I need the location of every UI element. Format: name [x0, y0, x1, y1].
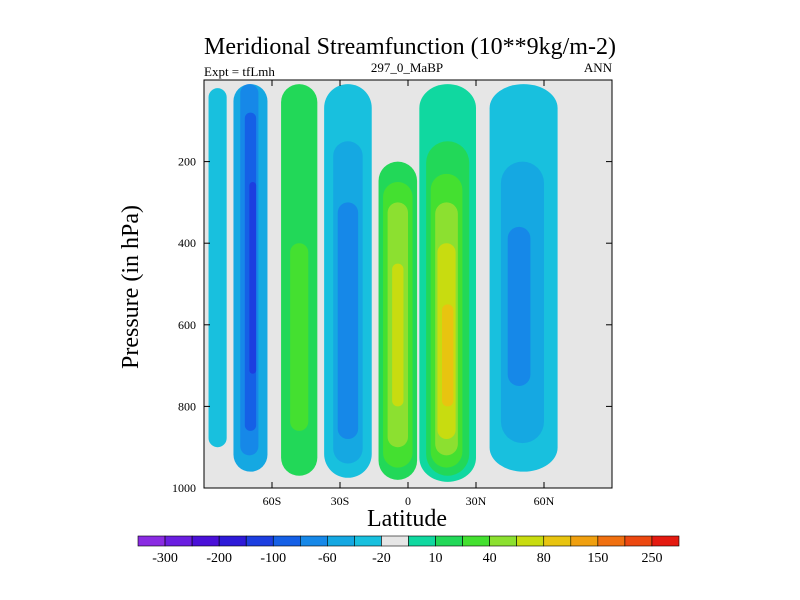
colorbar-swatch [272, 535, 301, 547]
colorbar-swatch [489, 535, 517, 547]
experiment-label: Expt = tfLmh [204, 64, 275, 79]
season-label: ANN [584, 60, 613, 75]
colorbar-swatch [543, 535, 572, 547]
colorbar-label: -300 [152, 551, 178, 566]
contour-band [442, 304, 454, 407]
colorbar-label: -20 [372, 551, 391, 566]
colorbar-label: -100 [260, 551, 286, 566]
colorbar-swatch [570, 535, 599, 547]
x-tick-label: 60S [263, 494, 282, 508]
colorbar-swatch [191, 535, 220, 547]
x-tick-label: 30S [331, 494, 350, 508]
y-tick-label: 400 [178, 236, 196, 250]
y-tick-label: 1000 [172, 481, 196, 495]
colorbar: -300 -200 -100 -60 -20 10 40 80 150 250 [137, 535, 680, 566]
contour-band [208, 88, 227, 448]
x-tick-label: 60N [534, 494, 555, 508]
colorbar-swatch [381, 535, 409, 547]
y-axis-label: Pressure (in hPa) [118, 205, 144, 369]
contour-band [337, 202, 359, 440]
x-tick-label: 0 [405, 494, 411, 508]
colorbar-label: -60 [318, 551, 337, 566]
colorbar-swatch [462, 535, 490, 547]
colorbar-swatch [245, 535, 274, 547]
contour-band [249, 182, 257, 374]
colorbar-swatch [651, 535, 680, 547]
contour-plot [204, 80, 612, 488]
colorbar-swatch [408, 535, 436, 547]
y-tick-label: 200 [178, 155, 196, 169]
colorbar-swatch [137, 535, 166, 547]
chart-title: Meridional Streamfunction (10**9kg/m-2) [204, 34, 616, 60]
colorbar-swatch [218, 535, 247, 547]
contour-band [392, 263, 404, 407]
x-axis: 60S 30S 0 30N 60N [263, 80, 555, 508]
contour-band [507, 226, 531, 386]
colorbar-swatch [327, 535, 355, 547]
colorbar-swatch [164, 535, 193, 547]
colorbar-swatch [435, 535, 463, 547]
x-axis-label: Latitude [367, 506, 447, 532]
colorbar-label: 80 [537, 551, 551, 566]
x-tick-label: 30N [466, 494, 487, 508]
colorbar-label: -200 [206, 551, 232, 566]
colorbar-label: 250 [641, 551, 662, 566]
colorbar-swatch [597, 535, 626, 547]
colorbar-label: 150 [587, 551, 608, 566]
colorbar-label: 10 [429, 551, 443, 566]
colorbar-swatch [299, 535, 328, 547]
y-tick-label: 600 [178, 318, 196, 332]
y-axis: 200 400 600 800 1000 [172, 155, 612, 495]
colorbar-label: 40 [483, 551, 497, 566]
center-label: 297_0_MaBP [371, 60, 443, 75]
y-tick-label: 800 [178, 399, 196, 413]
colorbar-swatch [354, 535, 382, 547]
contour-band [290, 243, 309, 431]
colorbar-swatch [516, 535, 545, 547]
colorbar-swatch [624, 535, 653, 547]
